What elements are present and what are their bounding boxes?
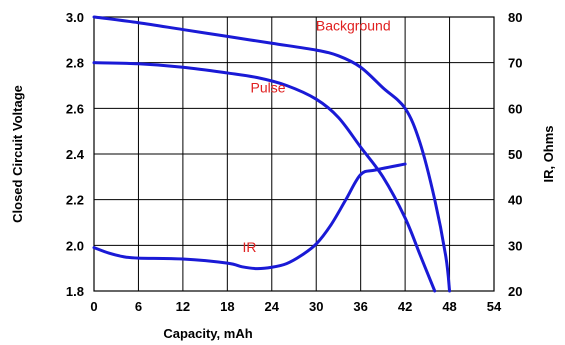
x-tick-label: 24 — [265, 299, 280, 314]
series-line-pulse — [92, 61, 437, 293]
x-tick-label: 42 — [398, 299, 412, 314]
x-tick-label: 36 — [353, 299, 367, 314]
y-tick-label: 2.2 — [66, 193, 84, 208]
y-tick-label: 2.6 — [66, 101, 84, 116]
series-labels: Background Pulse IR — [243, 18, 391, 255]
y2-tick-label: 60 — [508, 101, 522, 116]
x-axis-ticks: 0 6 12 18 24 30 36 42 48 54 — [90, 299, 502, 314]
y-tick-label: 2.8 — [66, 56, 84, 71]
grid — [93, 16, 495, 292]
y-tick-label: 3.0 — [66, 10, 84, 25]
y2-tick-label: 40 — [508, 193, 522, 208]
series-line-ir — [92, 162, 407, 271]
x-tick-label: 12 — [176, 299, 190, 314]
y2-tick-label: 70 — [508, 56, 522, 71]
y2-axis-ticks: 20 30 40 50 60 70 80 — [508, 10, 522, 299]
y-tick-label: 1.8 — [66, 284, 84, 299]
x-tick-label: 6 — [135, 299, 142, 314]
plot-frame — [93, 16, 495, 292]
y-axis-title: Closed Circuit Voltage — [10, 85, 25, 223]
x-tick-label: 18 — [220, 299, 234, 314]
y-tick-label: 2.0 — [66, 238, 84, 253]
x-tick-label: 54 — [487, 299, 502, 314]
x-tick-label: 30 — [309, 299, 323, 314]
y2-tick-label: 20 — [508, 284, 522, 299]
y-tick-label: 2.4 — [66, 147, 85, 162]
y2-tick-label: 80 — [508, 10, 522, 25]
x-axis-title: Capacity, mAh — [163, 326, 252, 341]
series-label-ir: IR — [243, 239, 257, 255]
x-tick-label: 48 — [442, 299, 456, 314]
series-label-pulse: Pulse — [251, 79, 286, 95]
y-axis-ticks: 1.8 2.0 2.2 2.4 2.6 2.8 3.0 — [66, 10, 85, 299]
x-tick-label: 0 — [90, 299, 97, 314]
series-lines — [92, 15, 452, 293]
series-line-background — [92, 15, 452, 293]
y2-tick-label: 30 — [508, 238, 522, 253]
series-label-background: Background — [316, 18, 391, 34]
y2-axis-title: IR, Ohms — [541, 125, 556, 182]
y2-tick-label: 50 — [508, 147, 522, 162]
